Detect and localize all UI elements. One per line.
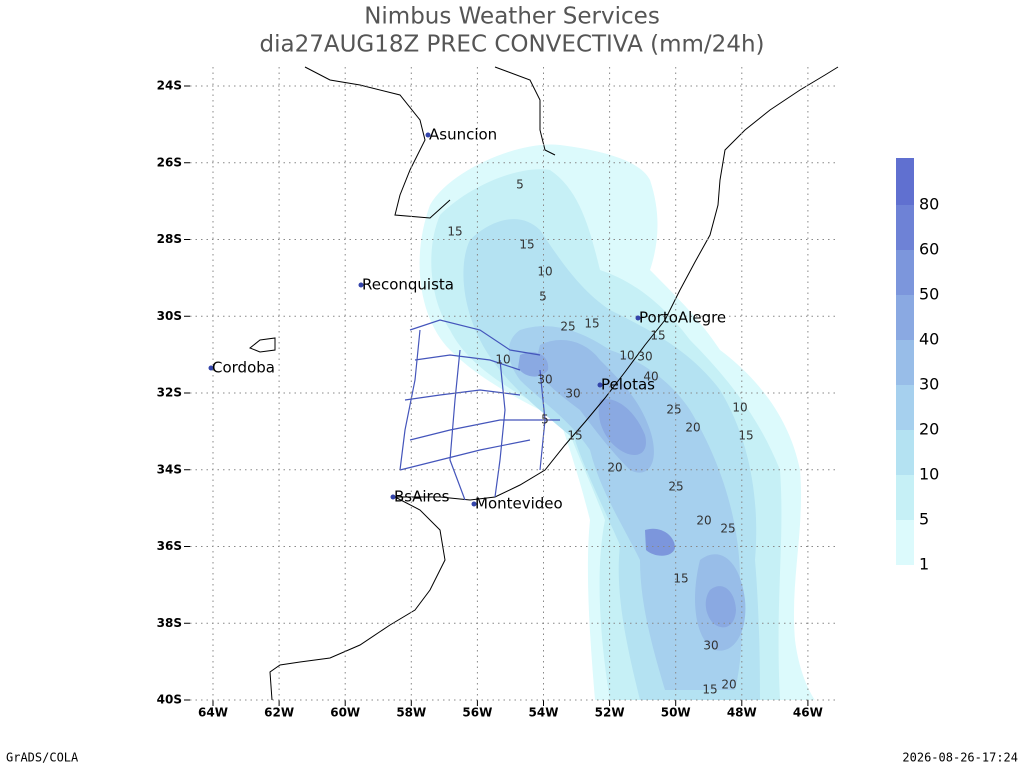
colorbar-label: 20 (919, 420, 939, 439)
city-label: PortoAlegre (639, 309, 726, 327)
colorbar-label: 5 (919, 510, 929, 529)
contour-label: 20 (696, 514, 711, 528)
x-tick-label: 46W (793, 706, 823, 720)
city-label: Pelotas (601, 376, 655, 394)
contour-label: 15 (702, 683, 717, 697)
contour-label: 10 (732, 401, 747, 415)
contour-label: 5 (539, 290, 547, 304)
contour-label: 20 (721, 678, 736, 692)
contour-label: 15 (567, 429, 582, 443)
city-label: BsAires (394, 488, 450, 506)
contour-label: 25 (720, 522, 735, 536)
colorbar-label: 50 (919, 285, 939, 304)
contour-label: 15 (673, 572, 688, 586)
city-label: Reconquista (362, 276, 454, 294)
colorbar-label: 10 (919, 465, 939, 484)
contour-label: 15 (650, 329, 665, 343)
colorbar-segment (896, 205, 914, 250)
contour-label: 25 (666, 403, 681, 417)
labels: 64W 62W 60W 58W 56W 54W 52W 50W 48W 46W 24S 26S 28S 3… (157, 79, 940, 720)
colorbar-label: 80 (919, 195, 939, 214)
x-tick-label: 64W (198, 706, 228, 720)
contour-label: 25 (668, 480, 683, 494)
contour-label: 40 (643, 370, 658, 384)
subtitle: dia27AUG18Z PREC CONVECTIVA (mm/24h) (259, 32, 764, 58)
contour-label: 20 (607, 461, 622, 475)
colorbar-segment (896, 475, 914, 520)
contour-label: 15 (519, 238, 534, 252)
precip-shading (419, 144, 815, 701)
colorbar-label: 60 (919, 240, 939, 259)
x-tick-label: 48W (727, 706, 757, 720)
city-dot (425, 132, 431, 138)
graticule (184, 67, 838, 706)
x-tick-label: 58W (396, 706, 426, 720)
contour-label: 15 (447, 225, 462, 239)
contour-label: 30 (565, 387, 580, 401)
colorbar-label: 1 (919, 555, 929, 574)
contour-label: 5 (516, 178, 524, 192)
city-label: Cordoba (212, 359, 275, 377)
colorbar-label: 30 (919, 375, 939, 394)
colorbar-segment (896, 340, 914, 385)
x-tick-label: 62W (264, 706, 294, 720)
contour-label: 25 (560, 320, 575, 334)
city-dot (597, 382, 603, 388)
city-dot (358, 282, 364, 288)
x-tick-label: 50W (661, 706, 691, 720)
y-tick-label: 32S (157, 386, 182, 400)
footer-left: GrADS/COLA (6, 751, 79, 765)
coastline (249, 66, 839, 701)
contour-label: 10 (537, 265, 552, 279)
footer-right: 2026-08-26-17:24 (902, 751, 1018, 765)
colorbar-segment (896, 158, 914, 205)
title: Nimbus Weather Services (364, 4, 660, 30)
y-tick-label: 34S (157, 462, 182, 476)
contour-label: 30 (637, 350, 652, 364)
y-tick-label: 36S (157, 539, 182, 553)
city-label: Montevideo (475, 495, 563, 513)
y-tick-label: 30S (157, 309, 182, 323)
contour-label: 10 (495, 353, 510, 367)
x-tick-label: 54W (529, 706, 559, 720)
contour-label: 30 (703, 639, 718, 653)
contour-label: 15 (738, 429, 753, 443)
y-tick-label: 38S (157, 616, 182, 630)
colorbar-segment (896, 430, 914, 475)
x-tick-label: 56W (462, 706, 492, 720)
y-tick-label: 28S (157, 232, 182, 246)
x-tick-label: 60W (330, 706, 360, 720)
city-label: Asuncion (429, 126, 497, 144)
contour-label: 10 (619, 349, 634, 363)
colorbar-segment (896, 520, 914, 565)
colorbar-label: 40 (919, 330, 939, 349)
colorbar-segment (896, 385, 914, 430)
contour-label: 15 (584, 317, 599, 331)
city-dot (390, 494, 396, 500)
y-tick-label: 24S (157, 79, 182, 93)
colorbar-segment (896, 250, 914, 295)
x-tick-label: 52W (595, 706, 625, 720)
contour-label: 20 (685, 421, 700, 435)
colorbar-segment (896, 295, 914, 340)
contour-label: 30 (537, 373, 552, 387)
y-tick-label: 26S (157, 155, 182, 169)
city-dot (208, 365, 214, 371)
city-dot (471, 501, 477, 507)
y-tick-label: 40S (157, 693, 182, 707)
city-dot (635, 315, 641, 321)
contour-label: 5 (541, 413, 549, 427)
